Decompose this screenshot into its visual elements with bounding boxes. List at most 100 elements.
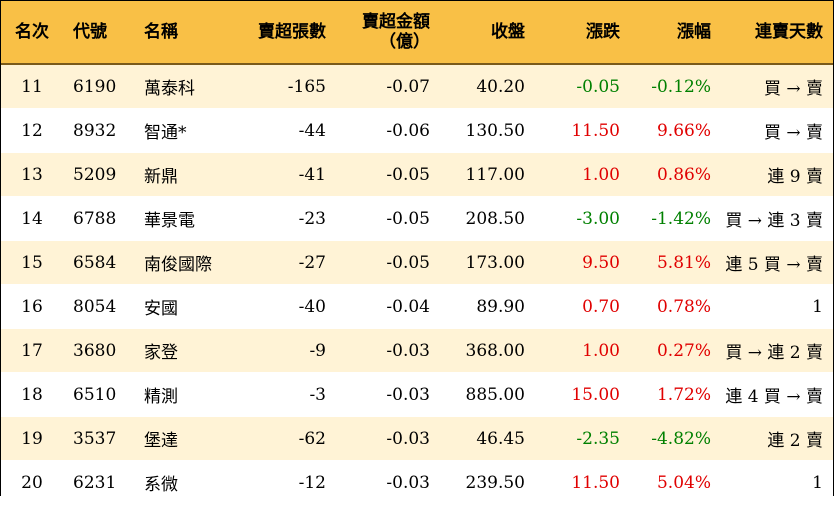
cell-name: 精測 <box>134 372 236 417</box>
cell-change-pct: 0.78% <box>630 284 721 329</box>
cell-sell-amount: -0.03 <box>336 372 440 417</box>
cell-change-pct: -4.82% <box>630 416 721 461</box>
cell-sell-volume: -27 <box>236 240 336 285</box>
cell-sell-amount: -0.07 <box>336 64 440 109</box>
cell-sell-amount: -0.05 <box>336 240 440 285</box>
cell-change: 15.00 <box>535 372 630 417</box>
cell-sell-volume: -62 <box>236 416 336 461</box>
cell-name: 華景電 <box>134 196 236 241</box>
cell-change: -2.35 <box>535 416 630 461</box>
cell-code: 6788 <box>63 196 134 241</box>
cell-consecutive-days: 連 5 買 → 賣 <box>721 240 833 285</box>
cell-change: 11.50 <box>535 108 630 153</box>
cell-sell-volume: -41 <box>236 152 336 197</box>
cell-rank: 11 <box>1 64 63 109</box>
cell-close: 130.50 <box>440 108 535 153</box>
cell-sell-amount: -0.03 <box>336 460 440 505</box>
cell-sell-volume: -23 <box>236 196 336 241</box>
cell-rank: 17 <box>1 328 63 373</box>
cell-change-pct: 5.04% <box>630 460 721 505</box>
cell-close: 117.00 <box>440 152 535 197</box>
cell-change-pct: 1.72% <box>630 372 721 417</box>
cell-sell-volume: -12 <box>236 460 336 505</box>
cell-code: 5209 <box>63 152 134 197</box>
cell-name: 系微 <box>134 460 236 505</box>
cell-name: 智通* <box>134 108 236 153</box>
cell-sell-volume: -3 <box>236 372 336 417</box>
cell-name: 南俊國際 <box>134 240 236 285</box>
cell-name: 新鼎 <box>134 152 236 197</box>
cell-change: -0.05 <box>535 64 630 109</box>
header-sell-amount: 賣超金額 （億） <box>336 1 440 65</box>
cell-consecutive-days: 買 → 連 3 賣 <box>721 196 833 241</box>
header-sell-amount-line1: 賣超金額 <box>362 12 430 32</box>
cell-name: 安國 <box>134 284 236 329</box>
header-rank: 名次 <box>1 1 63 65</box>
cell-rank: 12 <box>1 108 63 153</box>
cell-consecutive-days: 連 2 賣 <box>721 416 833 461</box>
cell-close: 368.00 <box>440 328 535 373</box>
cell-consecutive-days: 連 9 賣 <box>721 152 833 197</box>
cell-change-pct: 9.66% <box>630 108 721 153</box>
cell-rank: 18 <box>1 372 63 417</box>
cell-sell-amount: -0.05 <box>336 196 440 241</box>
table-row: 20 6231 系微 -12 -0.03 239.50 11.50 5.04% 1 <box>1 460 833 505</box>
cell-code: 6584 <box>63 240 134 285</box>
cell-close: 173.00 <box>440 240 535 285</box>
cell-change: 0.70 <box>535 284 630 329</box>
cell-consecutive-days: 連 4 買 → 賣 <box>721 372 833 417</box>
cell-rank: 14 <box>1 196 63 241</box>
cell-name: 家登 <box>134 328 236 373</box>
cell-sell-amount: -0.03 <box>336 416 440 461</box>
cell-close: 885.00 <box>440 372 535 417</box>
cell-change-pct: 5.81% <box>630 240 721 285</box>
cell-rank: 16 <box>1 284 63 329</box>
cell-code: 3537 <box>63 416 134 461</box>
cell-code: 6510 <box>63 372 134 417</box>
cell-code: 6190 <box>63 64 134 109</box>
cell-sell-amount: -0.03 <box>336 328 440 373</box>
cell-sell-amount: -0.04 <box>336 284 440 329</box>
cell-consecutive-days: 買 → 賣 <box>721 64 833 109</box>
table-header: 名次 代號 名稱 賣超張數 賣超金額 （億） 收盤 漲跌 漲幅 連賣天數 <box>1 1 833 65</box>
cell-change-pct: 0.27% <box>630 328 721 373</box>
cell-change: 11.50 <box>535 460 630 505</box>
cell-code: 8054 <box>63 284 134 329</box>
cell-close: 46.45 <box>440 416 535 461</box>
header-name: 名稱 <box>134 1 236 65</box>
cell-rank: 20 <box>1 460 63 505</box>
cell-change: 1.00 <box>535 328 630 373</box>
cell-name: 萬泰科 <box>134 64 236 109</box>
cell-close: 239.50 <box>440 460 535 505</box>
cell-sell-amount: -0.05 <box>336 152 440 197</box>
cell-rank: 19 <box>1 416 63 461</box>
cell-change: 9.50 <box>535 240 630 285</box>
cell-close: 40.20 <box>440 64 535 109</box>
table-row: 14 6788 華景電 -23 -0.05 208.50 -3.00 -1.42% 買 → 連 … <box>1 196 833 241</box>
cell-sell-volume: -165 <box>236 64 336 109</box>
cell-code: 6231 <box>63 460 134 505</box>
cell-sell-volume: -9 <box>236 328 336 373</box>
table-row: 17 3680 家登 -9 -0.03 368.00 1.00 0.27% 買 → 連 2 賣 <box>1 328 833 373</box>
header-change-pct: 漲幅 <box>630 1 721 65</box>
cell-consecutive-days: 買 → 賣 <box>721 108 833 153</box>
header-close: 收盤 <box>440 1 535 65</box>
table-row: 16 8054 安國 -40 -0.04 89.90 0.70 0.78% 1 <box>1 284 833 329</box>
table-row: 13 5209 新鼎 -41 -0.05 117.00 1.00 0.86% 連 9 賣 <box>1 152 833 197</box>
header-consecutive-days: 連賣天數 <box>721 1 833 65</box>
table-row: 19 3537 堡達 -62 -0.03 46.45 -2.35 -4.82% 連 2 賣 <box>1 416 833 461</box>
header-sell-volume: 賣超張數 <box>236 1 336 65</box>
cell-rank: 15 <box>1 240 63 285</box>
cell-change-pct: 0.86% <box>630 152 721 197</box>
cell-change-pct: -1.42% <box>630 196 721 241</box>
cell-close: 208.50 <box>440 196 535 241</box>
cell-name: 堡達 <box>134 416 236 461</box>
table-row: 12 8932 智通* -44 -0.06 130.50 11.50 9.66% 買 → 賣 <box>1 108 833 153</box>
cell-change: -3.00 <box>535 196 630 241</box>
table-row: 18 6510 精測 -3 -0.03 885.00 15.00 1.72% 連 4 買 → 賣 <box>1 372 833 417</box>
cell-sell-amount: -0.06 <box>336 108 440 153</box>
cell-close: 89.90 <box>440 284 535 329</box>
